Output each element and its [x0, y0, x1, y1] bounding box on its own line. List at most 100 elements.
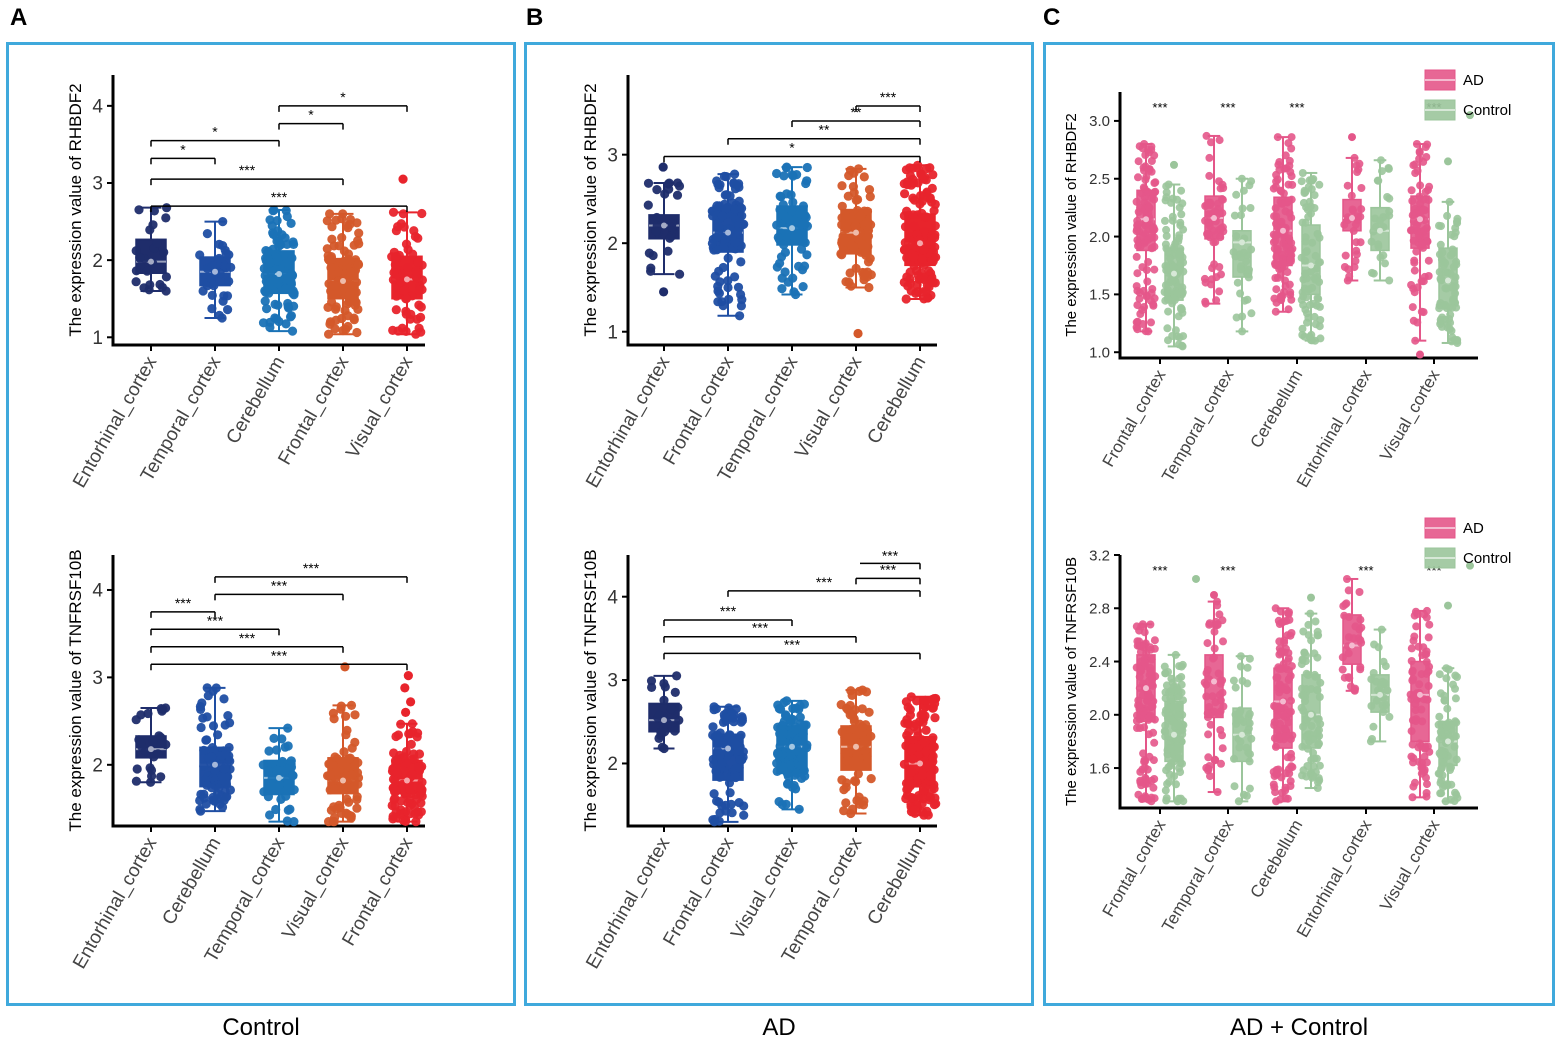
box-a2-1-point [217, 802, 228, 812]
box-b2-3-point [846, 686, 856, 696]
box-a2-0-point [156, 772, 166, 782]
box-b2-2-point [802, 740, 812, 750]
significance-label: * [340, 89, 346, 105]
box-b2-3-point [854, 686, 864, 697]
box-c2-control-1-point [1243, 679, 1252, 688]
box-c2-control-4-point [1435, 670, 1444, 679]
box-a2-4-point [391, 786, 401, 796]
box-c1-ad-4-point [1408, 211, 1417, 220]
box-c1-ad-1-point [1212, 296, 1221, 305]
box-a2-0-median-dot [148, 746, 154, 753]
chart-b2: 2 3 4 The expression value of TNFRSF10B Ento… [581, 547, 941, 973]
box-a2-4-point [406, 739, 416, 749]
box-a2-1-point [224, 742, 234, 753]
box-c1-ad-4-point [1415, 154, 1424, 163]
box-c2-control-1-point [1236, 662, 1245, 671]
box-c1-ad-4-point [1420, 272, 1429, 281]
box-c2-ad-2-point [1269, 780, 1278, 789]
box-b2-1-point [708, 730, 718, 740]
box-a1-1-point [224, 276, 234, 286]
box-c2-control-2-point [1302, 669, 1311, 678]
significance-bracket: *** [150, 162, 344, 186]
box-c1-ad-2-point [1272, 285, 1281, 294]
box-c2-control-4-point [1444, 718, 1453, 727]
significance-bracket: *** [663, 603, 793, 627]
box-a1-4-point [399, 285, 409, 295]
box-c2-ad-2-point [1286, 707, 1295, 716]
box-c1-control-1-point [1229, 248, 1238, 257]
box-b1-0-point [646, 263, 656, 273]
box-c1-ad-3-median-dot [1349, 215, 1355, 222]
box-c1-ad-1-point [1204, 210, 1213, 219]
box-c1-control-4-point [1447, 230, 1456, 239]
box-b1-0-point [651, 226, 661, 236]
box-a1-4-point [416, 302, 426, 312]
box-b1-3-point [856, 211, 866, 221]
box-c2-ad-0-point [1146, 620, 1155, 629]
box-a2-1-point [213, 730, 223, 740]
box-c1-ad-1-point [1211, 238, 1220, 246]
box-a1-2-point [268, 206, 278, 216]
box-a2-4-point [396, 796, 406, 806]
box-b2-2-median-dot [789, 743, 795, 750]
box-c1-control-0-point [1177, 304, 1185, 312]
box-c1-ad-2-point [1283, 268, 1292, 277]
box-b2-4-point [930, 713, 940, 723]
box-c1-control-2-point [1313, 293, 1322, 302]
box-c2-control-2-point [1306, 609, 1315, 618]
box-b2-4-point [912, 696, 922, 706]
box-c1-ad-0-point [1133, 301, 1142, 310]
box-c2-control-0-point [1162, 766, 1171, 775]
box-c1-ad-0-point [1143, 277, 1152, 286]
box-b2-0-median-dot [661, 717, 667, 724]
box-a1-3-point [351, 277, 362, 287]
box-c1-control-2-point [1299, 198, 1308, 207]
box-a1-0-point [149, 206, 159, 216]
box-b1-1-point [718, 262, 728, 273]
box-c2-control-2-point [1314, 778, 1322, 787]
box-c2-ad-1-point [1202, 692, 1211, 701]
box-c2-ad-1-point [1202, 763, 1211, 772]
box-b2-1-point [732, 746, 742, 756]
box-c1-ad-4-point [1415, 147, 1424, 156]
box-c1-control-2-point [1315, 322, 1324, 331]
box-c2-control-0-point [1161, 732, 1170, 741]
box-a2-2-point [265, 810, 275, 820]
box-c1-control-4-point [1447, 337, 1456, 346]
box-c2-control-4-point [1447, 780, 1456, 789]
box-b1-4-point [927, 183, 937, 193]
legend: AD Control [1424, 517, 1511, 569]
box-c1-ad-0-point [1136, 310, 1145, 318]
box-c1-control-1-point [1247, 309, 1256, 318]
box-c2-control-4-point [1442, 674, 1451, 683]
box-c1-control-2-point [1310, 191, 1319, 200]
box-b1-1-median-dot [725, 229, 731, 236]
box-c2-ad-3-median-dot [1349, 642, 1355, 649]
box-c2-control-2-point [1299, 706, 1308, 715]
box-c1-control-3-point [1375, 216, 1384, 225]
box-b1-2-point [772, 220, 782, 230]
box-c1-ad-0-point [1132, 227, 1141, 236]
box-c2-ad-1-point [1214, 669, 1223, 678]
box-c1-ad-4-point [1416, 181, 1425, 190]
box-c2-ad-3-point [1349, 634, 1358, 643]
box-b2-4-point [918, 787, 928, 797]
box-c2-control-4-point [1451, 671, 1460, 680]
chart-c1-x-tick-label: Temporal_cortex [1158, 366, 1238, 485]
box-c1-ad-4-point [1417, 307, 1426, 316]
box-a2-1-point [225, 756, 235, 766]
box-c1-control-4-point [1443, 211, 1452, 220]
box-a2-1-point [202, 712, 212, 722]
box-a2-4-point [405, 784, 415, 794]
box-c1-ad-4-point [1424, 256, 1433, 265]
box-c2-control-4-point [1452, 790, 1461, 799]
box-c2-control-2-point [1315, 693, 1324, 701]
significance-label: *** [784, 636, 801, 652]
box-a1-4-point [401, 326, 411, 336]
box-c1-ad-0-point [1144, 202, 1153, 211]
box-a1-3-point [354, 228, 364, 238]
chart-c1-x-tick-label: Visual_cortex [1376, 366, 1444, 464]
chart-a1-y-tick-label: 4 [92, 97, 103, 118]
outlier-point [1192, 574, 1200, 583]
box-c1-ad-4-point [1411, 160, 1420, 169]
